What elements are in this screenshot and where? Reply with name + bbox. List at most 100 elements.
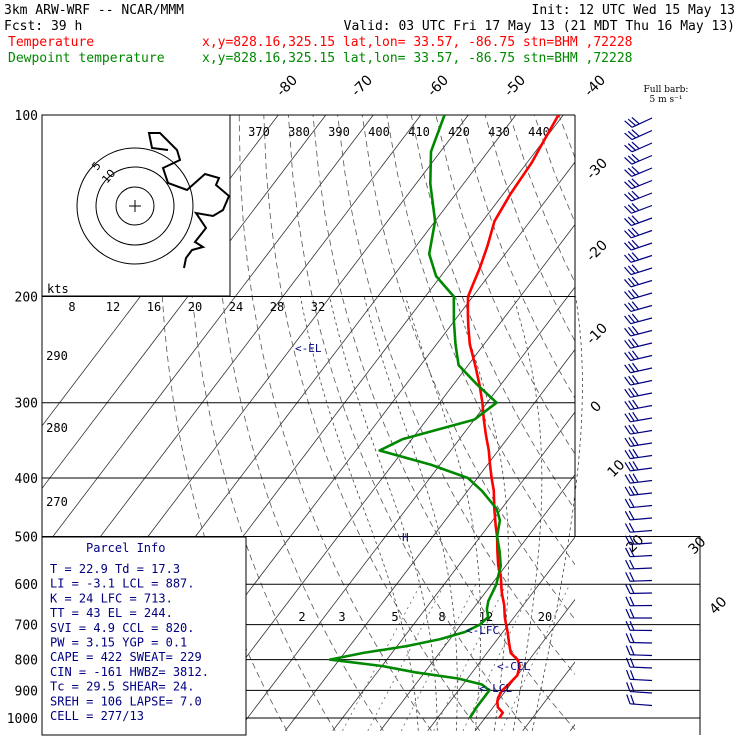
wind-barb (624, 485, 653, 496)
pressure-tick-label: 900 (15, 684, 38, 699)
lfc-marker: H (402, 531, 409, 544)
isotherm-label: 40 (707, 594, 731, 618)
pressure-tick-label: 500 (15, 530, 38, 545)
theta-label: 370 (248, 125, 270, 139)
wind-barb (624, 264, 653, 276)
dry-adiabat-line (187, 115, 336, 732)
wind-barb (624, 301, 653, 313)
isotherm-label: -10 (584, 320, 611, 347)
parcel-info-row: CAPE = 422 SWEAT= 229 (50, 650, 202, 664)
isotherm-label: -40 (582, 72, 609, 99)
wind-barb (625, 633, 653, 644)
parcel-info-row: LI = -3.1 LCL = 887. (50, 577, 195, 591)
hodograph-ring (76, 147, 194, 265)
dry-adiabat-line (263, 115, 481, 732)
theta-label: 390 (328, 125, 350, 139)
mixing-ratio-label: 8 (438, 610, 445, 624)
isotherm-label: -20 (584, 237, 611, 264)
hodograph-xtick: 28 (270, 300, 284, 314)
hodograph-xtick: 24 (229, 300, 243, 314)
theta-label: 380 (288, 125, 310, 139)
wind-barb (624, 129, 653, 141)
theta-label: 440 (528, 125, 550, 139)
isotherm-line (284, 348, 575, 732)
init-time: Init: 12 UTC Wed 15 May 13 (532, 3, 736, 18)
mixing-ratio-label: 2 (298, 610, 305, 624)
parcel-info-row: SVI = 4.9 CCL = 820. (50, 621, 195, 635)
isotherm-label: 10 (605, 457, 629, 481)
wind-barb (625, 596, 653, 607)
wind-barb (624, 448, 653, 460)
theta-label-left: 270 (46, 495, 68, 509)
wind-barb (625, 608, 652, 619)
pressure-tick-label: 400 (15, 472, 38, 487)
wind-barb (624, 424, 653, 435)
parcel-info-title: Parcel Info (86, 541, 165, 555)
isotherm-label: -50 (502, 72, 529, 99)
wind-barb (625, 571, 653, 582)
theta-label: 400 (368, 125, 390, 139)
wind-barb (625, 657, 653, 669)
level-annotation: <-LFC (466, 624, 499, 637)
hodograph-trace (147, 132, 231, 269)
chart-boundary (575, 535, 701, 735)
dry-adiabat-line (533, 115, 575, 224)
wind-barb (624, 178, 653, 190)
dry-adiabat-line (238, 115, 432, 732)
level-annotation: <-LCL (479, 682, 512, 695)
isotherm-label: 0 (588, 398, 606, 416)
mixing-ratio-label: 5 (391, 610, 398, 624)
dry-adiabat-line (435, 115, 575, 455)
dry-adiabat-line (484, 115, 575, 342)
wind-barb (624, 535, 653, 546)
pressure-tick-label: 800 (15, 654, 38, 669)
dry-adiabat-line (583, 115, 740, 731)
isotherm-line (42, 115, 327, 490)
isotherm-label: 30 (686, 534, 710, 558)
wind-barb (624, 215, 653, 227)
pressure-tick-label: 100 (15, 109, 38, 124)
wind-barb (624, 289, 653, 300)
dry-adiabat-line (682, 115, 740, 731)
wind-barb (624, 239, 653, 251)
hodograph-ring (95, 166, 175, 246)
hodograph-units-label: kts (47, 282, 69, 296)
wind-barb (624, 227, 653, 239)
temperature-location: x,y=828.16,325.15 lat,lon= 33.57, -86.75… (202, 35, 632, 50)
parcel-info-row: PW = 3.15 YGP = 0.1 (50, 636, 187, 650)
wind-legend-line1: Full barb: (644, 85, 689, 95)
valid-time: Valid: 03 UTC Fri 17 May 13 (21 MDT Thu … (344, 19, 735, 34)
level-annotation: <-CCL (497, 660, 530, 673)
wind-barb (626, 694, 653, 707)
wind-barb (624, 362, 653, 374)
parcel-info-row: SREH = 106 LAPSE= 7.0 (50, 694, 202, 708)
wind-barb (624, 350, 653, 362)
wind-barb (624, 202, 653, 214)
wind-barbs (624, 116, 653, 707)
isotherm-label: -70 (349, 72, 376, 99)
isotherm-line (189, 223, 575, 732)
wind-barb (624, 313, 653, 325)
hodograph-xtick: 16 (147, 300, 161, 314)
dry-adiabat-line (460, 115, 575, 399)
wind-barb (624, 141, 653, 153)
wind-barb (624, 436, 653, 447)
wind-barb (624, 375, 653, 386)
theta-label: 430 (488, 125, 510, 139)
wind-barb (624, 399, 653, 411)
wind-barb (624, 190, 653, 202)
temperature-profile (466, 115, 560, 719)
pressure-tick-label: 600 (15, 578, 38, 593)
moist-adiabat-line (329, 296, 438, 731)
moist-adiabat-line (531, 296, 583, 731)
dry-adiabat-line (386, 115, 575, 566)
sounding-profiles: <-EL <-LFC <-CCL <-LCL H (295, 115, 560, 719)
mixing-ratio-line (501, 584, 571, 731)
hodograph-ring (115, 186, 155, 226)
hodograph-xtick: 12 (106, 300, 120, 314)
mixing-ratio-label: 12 (479, 610, 493, 624)
mixing-ratio-label: 3 (338, 610, 345, 624)
theta-label-left: 280 (46, 421, 68, 435)
dewpoint-profile (328, 115, 503, 719)
